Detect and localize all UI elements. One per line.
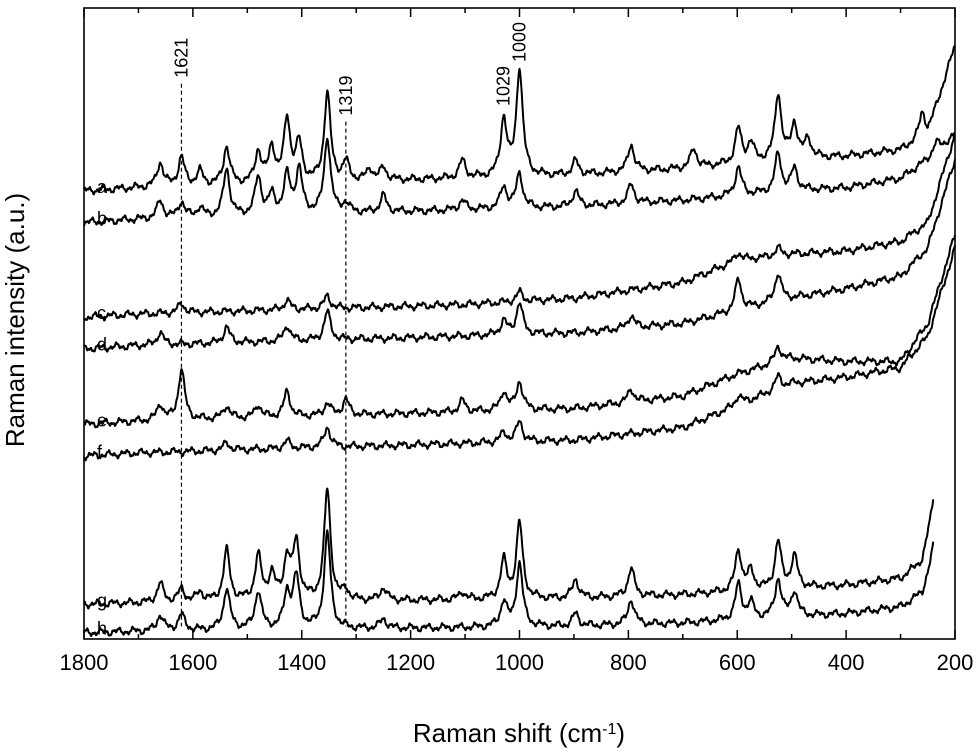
- spectrum-line-h: [83, 529, 935, 637]
- spectrum-line-c: [83, 133, 956, 322]
- series-label-f: f: [97, 442, 103, 462]
- spectrum-line-b: [83, 131, 956, 227]
- peak-annotation-1000: 1000: [510, 22, 530, 62]
- series-label-c: c: [97, 303, 106, 323]
- x-tick-label: 600: [719, 650, 756, 675]
- spectrum-line-d: [83, 159, 956, 353]
- spectra-group: [83, 44, 956, 637]
- spectrum-line-a: [83, 44, 956, 196]
- reference-label-1621: 1621: [171, 38, 191, 78]
- series-label-a: a: [97, 177, 108, 197]
- x-tick-label: 1200: [386, 650, 435, 675]
- x-tick-label: 1400: [277, 650, 326, 675]
- x-tick-label: 1600: [168, 650, 217, 675]
- x-axis-tick-labels: 1800 1600 1400 1200 1000 800 600 400 200: [60, 650, 974, 675]
- y-axis-title: Raman intensity (a.u.): [0, 193, 30, 447]
- series-label-d: d: [97, 335, 107, 355]
- series-label-b: b: [97, 209, 107, 229]
- plot-frame: [83, 7, 956, 640]
- spectrum-line-f: [83, 244, 956, 462]
- x-tick-label: 400: [828, 650, 865, 675]
- x-tick-label: 200: [937, 650, 974, 675]
- series-label-e: e: [97, 411, 107, 431]
- series-label-h: h: [97, 619, 107, 639]
- x-axis-ticks: [83, 8, 956, 639]
- x-tick-label: 800: [610, 650, 647, 675]
- series-label-g: g: [97, 590, 107, 610]
- reference-label-1319: 1319: [336, 76, 356, 116]
- x-tick-label: 1000: [495, 650, 544, 675]
- reference-lines: 1621 1319: [171, 38, 356, 627]
- spectrum-line-g: [83, 487, 935, 610]
- x-axis-title: Raman shift (cm-1): [413, 718, 625, 748]
- series-labels: ab cd ef gh: [97, 177, 108, 639]
- x-tick-label: 1800: [60, 650, 109, 675]
- peak-annotations: 1029 1000: [494, 22, 530, 106]
- peak-annotation-1029: 1029: [494, 66, 514, 106]
- spectrum-line-e: [83, 235, 956, 429]
